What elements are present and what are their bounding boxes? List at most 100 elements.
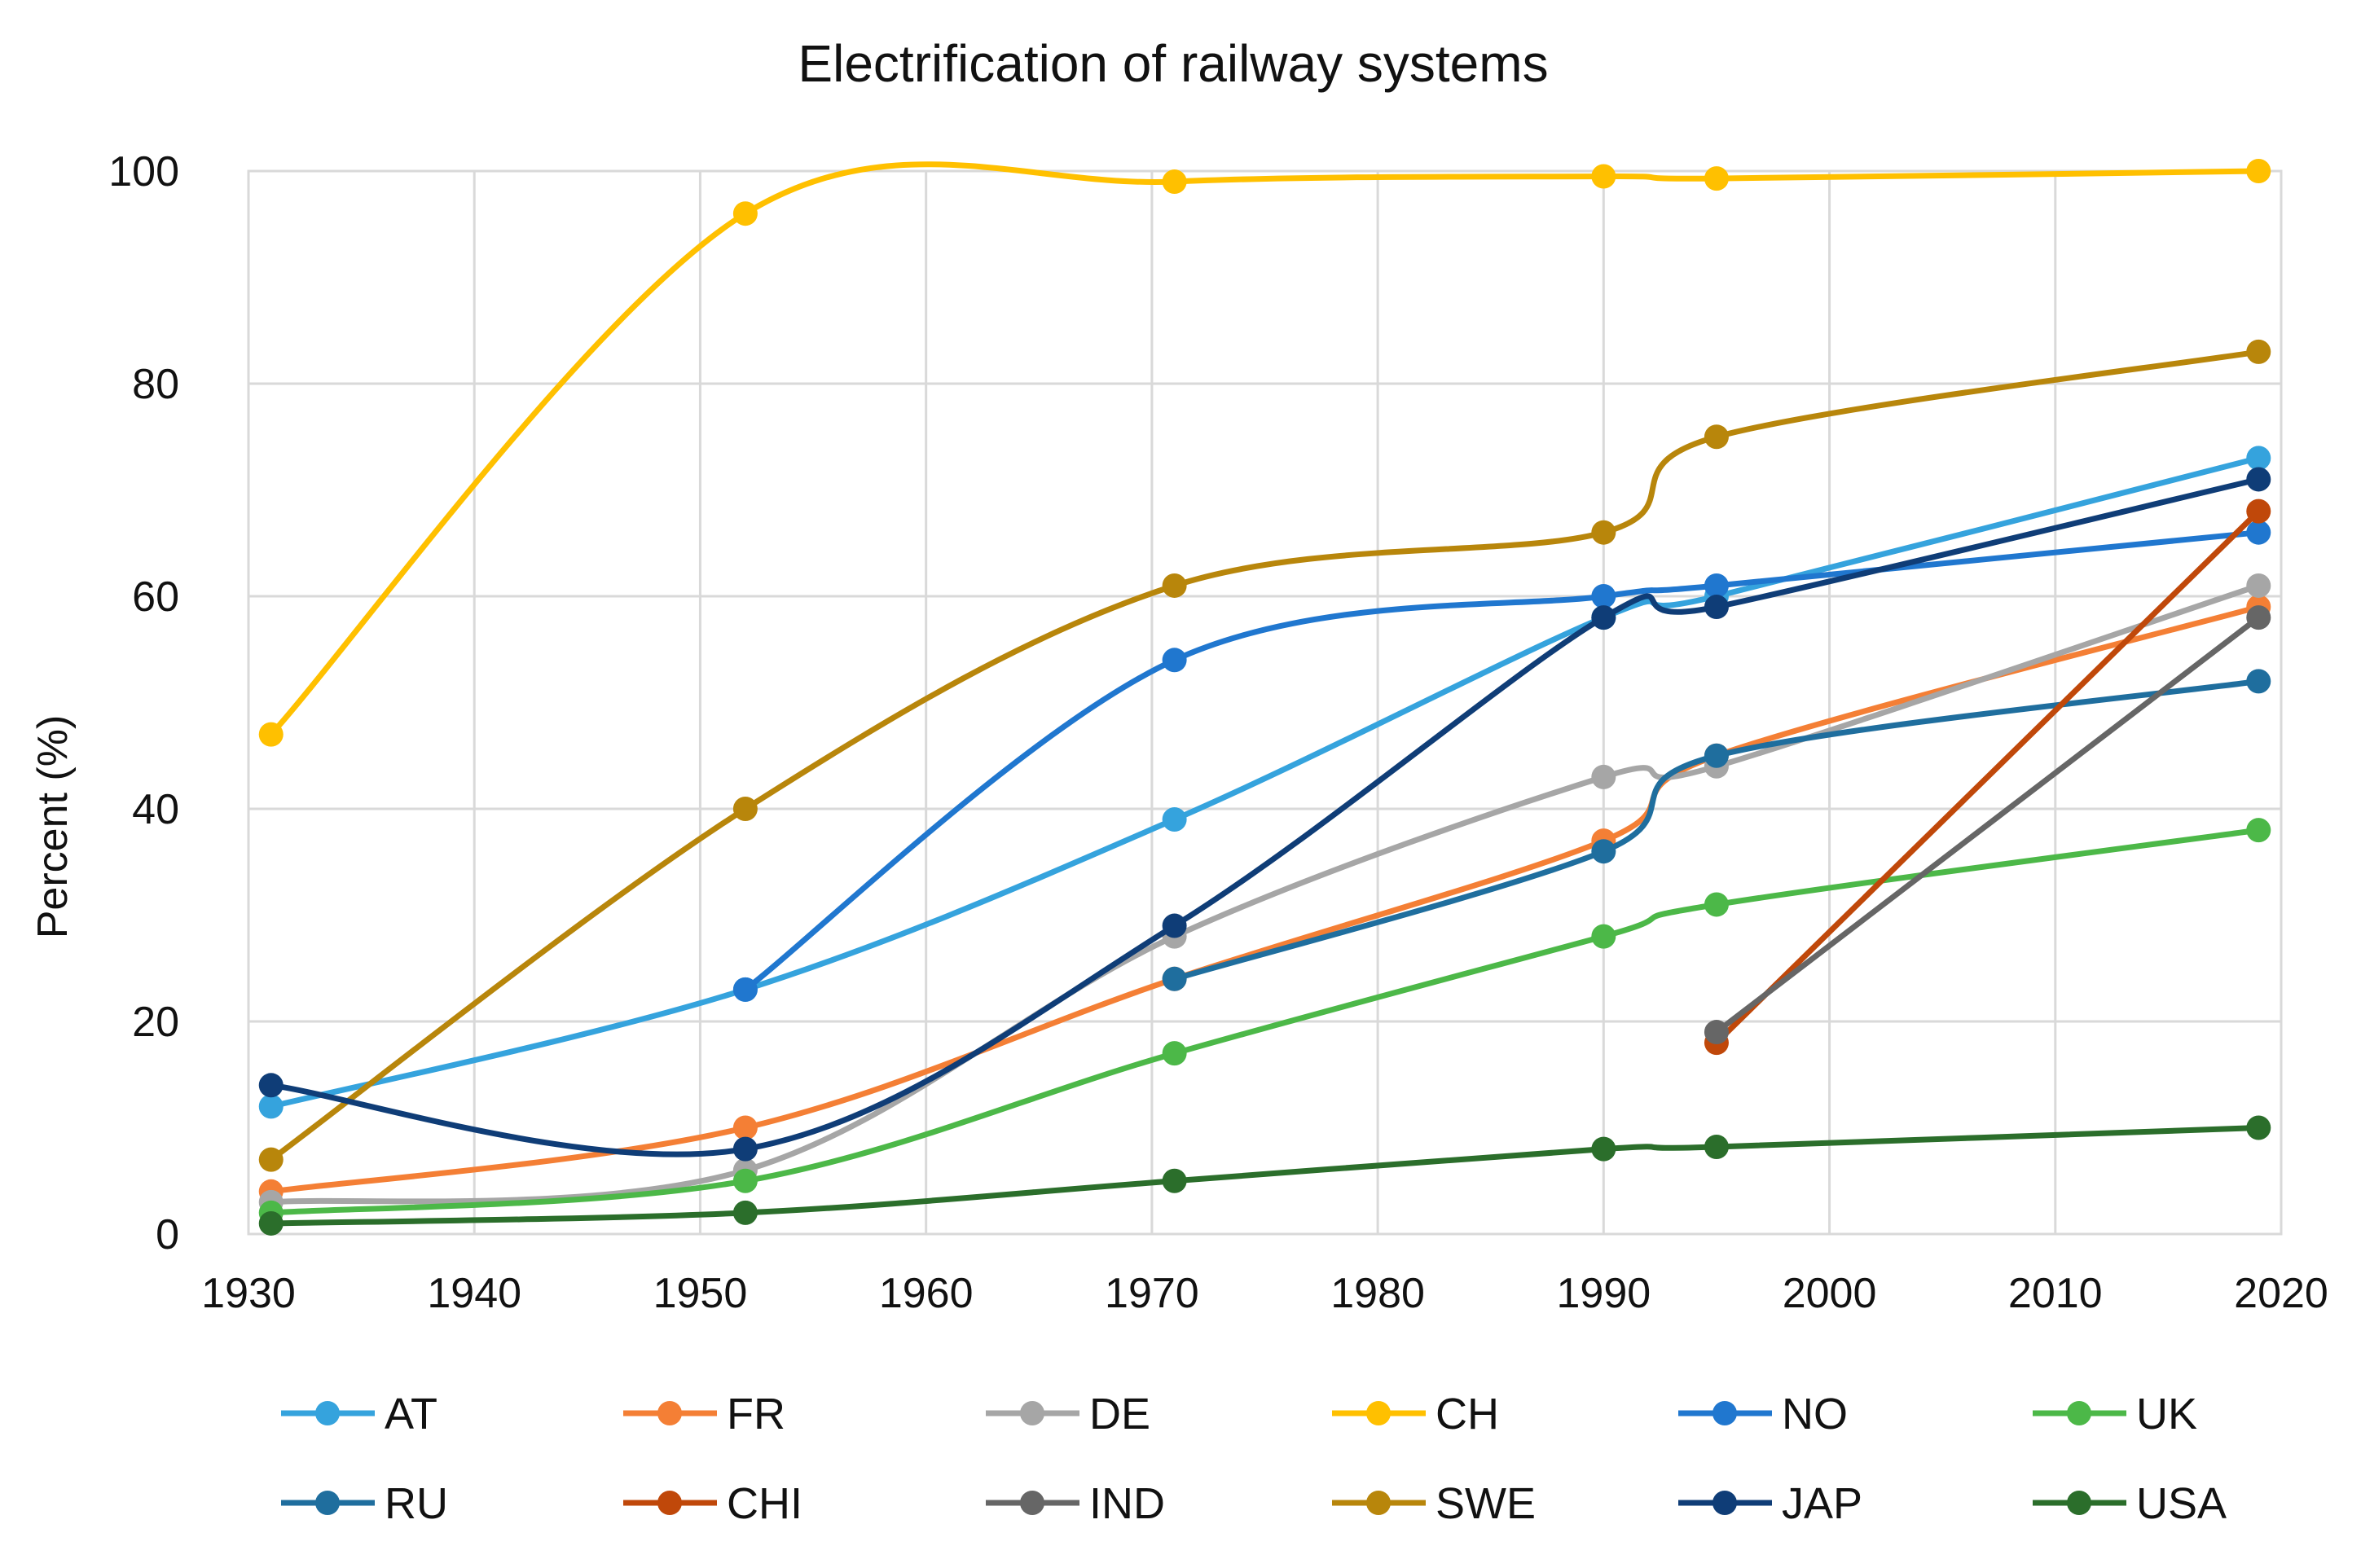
legend-label-jap: JAP xyxy=(1782,1479,1862,1528)
legend-label-usa: USA xyxy=(2136,1479,2227,1528)
data-point-jap xyxy=(258,1073,284,1098)
series-line-swe xyxy=(268,349,2262,1163)
data-point-swe xyxy=(1704,424,1729,450)
series-line-no xyxy=(742,529,2262,993)
series-line-jap xyxy=(268,477,2262,1157)
x-tick-label: 1960 xyxy=(879,1270,974,1317)
data-point-jap xyxy=(1591,605,1616,630)
series-ru xyxy=(1162,669,2271,991)
data-point-fr xyxy=(732,1115,758,1140)
x-tick-label: 1980 xyxy=(1330,1270,1425,1317)
data-point-usa xyxy=(1704,1134,1729,1159)
legend-swatch-marker-usa xyxy=(2067,1491,2091,1515)
data-point-uk xyxy=(1591,924,1616,949)
grid xyxy=(247,169,2283,1236)
series-ch xyxy=(258,159,2271,747)
data-point-uk xyxy=(732,1168,758,1193)
data-point-no xyxy=(1704,573,1729,598)
series-jap xyxy=(258,467,2271,1162)
data-point-at xyxy=(1162,807,1187,832)
data-point-swe xyxy=(2246,339,2271,364)
data-point-ch xyxy=(2246,159,2271,183)
legend-label-at: AT xyxy=(385,1390,437,1438)
legend-label-ch: CH xyxy=(1436,1390,1499,1438)
data-point-ch xyxy=(1591,164,1616,189)
series-line-at xyxy=(268,455,2262,1109)
x-tick-label: 2000 xyxy=(1783,1270,1877,1317)
legend-item-jap: JAP xyxy=(1678,1479,1862,1528)
y-tick-label: 100 xyxy=(108,148,179,195)
legend-swatch-marker-at xyxy=(315,1401,340,1425)
legend-item-fr: FR xyxy=(623,1390,785,1438)
data-point-uk xyxy=(1162,1041,1187,1066)
x-tick-label: 1950 xyxy=(653,1270,748,1317)
data-point-ind xyxy=(2246,605,2271,630)
data-point-usa xyxy=(258,1210,284,1236)
data-point-ch xyxy=(732,201,758,226)
legend-swatch-marker-de xyxy=(1020,1401,1044,1425)
plot-area-border xyxy=(247,169,2283,1236)
chart-title: Electrification of railway systems xyxy=(798,34,1548,93)
data-point-ru xyxy=(1704,743,1729,768)
series-line-ch xyxy=(268,161,2262,738)
data-point-usa xyxy=(2246,1115,2271,1140)
legend-item-chi: CHI xyxy=(623,1479,802,1528)
y-tick-label: 0 xyxy=(156,1211,179,1258)
data-point-usa xyxy=(732,1200,758,1225)
legend-label-no: NO xyxy=(1782,1390,1848,1438)
data-point-ind xyxy=(1704,1020,1729,1045)
data-point-swe xyxy=(732,797,758,821)
legend-swatch-marker-uk xyxy=(2067,1401,2091,1425)
legend-label-ind: IND xyxy=(1089,1479,1165,1528)
axes: 1930 1940 1950 1960 1970 1980 1990 2000 2010 2020… xyxy=(108,148,2328,1317)
data-point-no xyxy=(732,977,758,1002)
y-tick-label: 20 xyxy=(132,999,179,1046)
legend-swatch-marker-ch xyxy=(1366,1401,1391,1425)
legend-swatch-marker-chi xyxy=(657,1491,682,1515)
data-point-ru xyxy=(2246,669,2271,694)
data-point-jap xyxy=(1162,913,1187,938)
legend-label-ru: RU xyxy=(385,1479,448,1528)
legend-swatch-marker-jap xyxy=(1712,1491,1737,1515)
data-point-ch xyxy=(258,722,284,747)
data-point-de xyxy=(1591,764,1616,789)
data-point-no xyxy=(1162,648,1187,673)
y-tick-label: 60 xyxy=(132,573,179,621)
data-point-at xyxy=(2246,446,2271,471)
legend-item-uk: UK xyxy=(2033,1390,2197,1438)
series-line-ind xyxy=(1713,614,2262,1035)
legend-item-no: NO xyxy=(1678,1390,1848,1438)
legend-label-de: DE xyxy=(1089,1390,1150,1438)
series-line-uk xyxy=(268,827,2262,1216)
data-point-at xyxy=(258,1094,284,1119)
x-tick-label: 1930 xyxy=(201,1270,296,1317)
data-point-jap xyxy=(2246,467,2271,492)
legend-swatch-marker-no xyxy=(1712,1401,1737,1425)
data-point-swe xyxy=(1162,573,1187,598)
legend-item-ind: IND xyxy=(986,1479,1165,1528)
series-usa xyxy=(258,1115,2271,1236)
data-point-ru xyxy=(1162,966,1187,991)
data-point-ru xyxy=(1591,839,1616,864)
legend-item-at: AT xyxy=(281,1390,437,1438)
series-ind xyxy=(1704,605,2271,1045)
legend-label-chi: CHI xyxy=(727,1479,802,1528)
data-point-swe xyxy=(1591,520,1616,545)
data-point-de xyxy=(2246,573,2271,598)
data-point-ch xyxy=(1704,166,1729,191)
x-tick-label: 1970 xyxy=(1105,1270,1199,1317)
legend-swatch-marker-swe xyxy=(1366,1491,1391,1515)
series-line-fr xyxy=(268,604,2262,1195)
series-group xyxy=(258,159,2271,1236)
x-tick-label: 1990 xyxy=(1556,1270,1651,1317)
legend-item-ch: CH xyxy=(1332,1390,1499,1438)
x-tick-label: 1940 xyxy=(427,1270,521,1317)
legend-label-uk: UK xyxy=(2136,1390,2197,1438)
data-point-ch xyxy=(1162,169,1187,195)
data-point-usa xyxy=(1591,1136,1616,1162)
legend-label-swe: SWE xyxy=(1436,1479,1536,1528)
legend-swatch-marker-fr xyxy=(657,1401,682,1425)
